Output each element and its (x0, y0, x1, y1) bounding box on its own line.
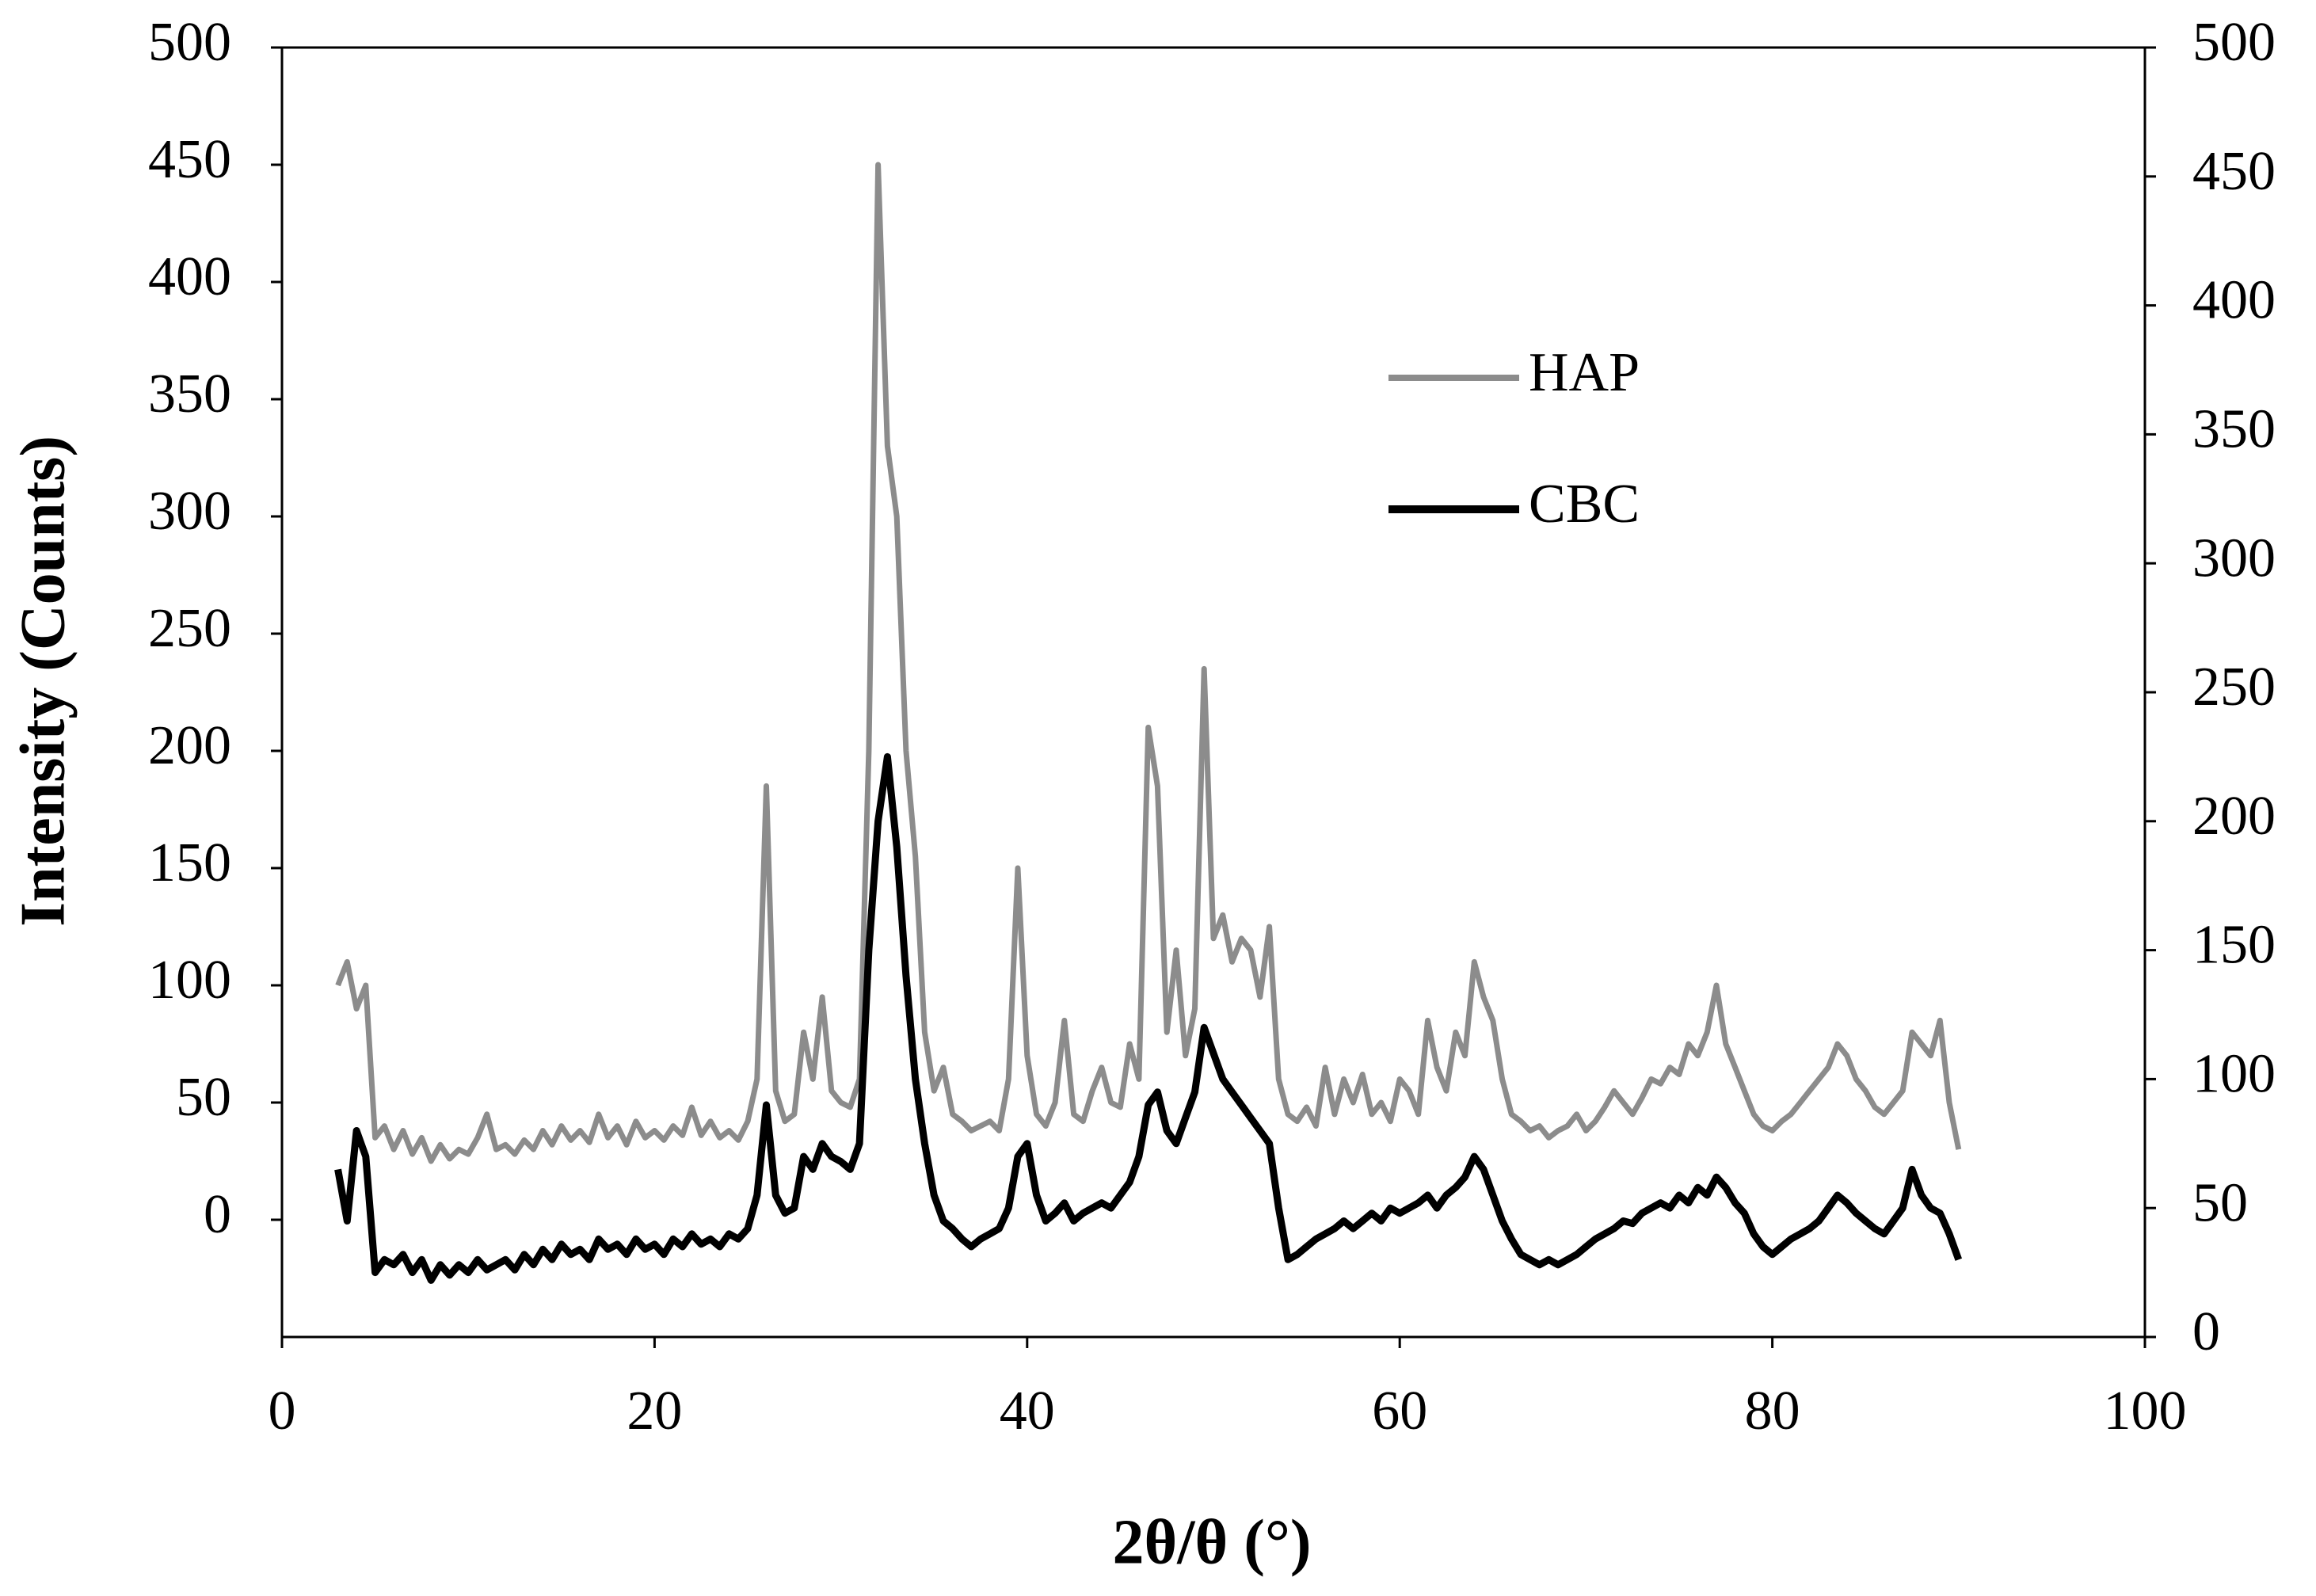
legend-label: CBC (1529, 474, 1640, 535)
y2-tick-label: 300 (2192, 528, 2276, 589)
y-tick-label: 250 (148, 598, 231, 659)
series-line (334, 752, 1963, 1284)
legend-label: HAP (1529, 342, 1640, 403)
y-tick-label: 500 (148, 12, 231, 73)
y2-tick-label: 100 (2192, 1043, 2276, 1104)
series-line (335, 162, 1962, 1164)
y-tick-label: 100 (148, 950, 231, 1011)
x-tick-label: 40 (1000, 1381, 1055, 1442)
y2-tick-label: 200 (2192, 786, 2276, 847)
y2-tick-label: 350 (2192, 398, 2276, 459)
y2-tick-label: 50 (2192, 1172, 2248, 1233)
y2-tick-label: 0 (2192, 1301, 2220, 1362)
y-tick-label: 350 (148, 364, 231, 425)
plot-frame (280, 46, 2146, 1339)
x-tick-label: 20 (627, 1381, 682, 1442)
y-tick-label: 200 (148, 715, 231, 776)
y-tick-label: 400 (148, 246, 231, 307)
x-tick-label: 100 (2104, 1381, 2187, 1442)
y-tick-label: 450 (148, 129, 231, 190)
x-tick-label: 80 (1745, 1381, 1800, 1442)
y-tick-label: 50 (176, 1067, 231, 1128)
y2-tick-label: 250 (2192, 657, 2276, 718)
x-tick-label: 0 (269, 1381, 296, 1442)
y-tick-label: 300 (148, 481, 231, 542)
x-tick-label: 60 (1372, 1381, 1427, 1442)
y-tick-label: 150 (148, 832, 231, 893)
y-axis-title: Intensity (Counts) (8, 436, 78, 927)
y2-tick-label: 500 (2192, 12, 2276, 73)
y-tick-label: 0 (204, 1184, 231, 1245)
y2-tick-label: 400 (2192, 270, 2276, 331)
y2-tick-label: 150 (2192, 915, 2276, 976)
x-axis-title: 2θ/θ (°) (1112, 1507, 1311, 1577)
y2-tick-label: 450 (2192, 141, 2276, 202)
